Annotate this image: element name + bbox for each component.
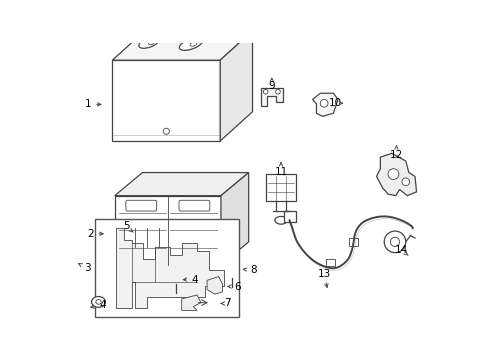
Bar [348, 238, 357, 246]
Text: 14: 14 [394, 244, 407, 255]
Text: 8: 8 [249, 265, 256, 275]
Ellipse shape [139, 37, 159, 48]
Text: 9: 9 [268, 81, 275, 91]
Circle shape [401, 178, 409, 186]
Circle shape [169, 272, 182, 284]
Text: 6: 6 [234, 282, 241, 292]
Circle shape [163, 128, 169, 134]
Text: 10: 10 [328, 98, 342, 108]
Text: 4: 4 [191, 275, 198, 285]
Bar [266, 174, 295, 201]
Bar [284, 211, 296, 222]
Polygon shape [207, 276, 222, 294]
Text: 13: 13 [317, 269, 330, 279]
Polygon shape [112, 60, 220, 141]
Polygon shape [220, 31, 252, 141]
FancyBboxPatch shape [125, 200, 156, 211]
Ellipse shape [179, 38, 203, 50]
Circle shape [387, 169, 398, 180]
Text: 2: 2 [86, 229, 93, 239]
Polygon shape [116, 228, 224, 308]
Circle shape [263, 89, 267, 94]
Circle shape [229, 271, 233, 275]
Text: 12: 12 [389, 150, 402, 160]
Polygon shape [115, 172, 248, 195]
Circle shape [389, 237, 399, 247]
Bar [95, 219, 239, 317]
Polygon shape [376, 153, 416, 195]
Polygon shape [221, 172, 248, 265]
Circle shape [320, 99, 327, 107]
Polygon shape [112, 31, 252, 60]
Circle shape [226, 267, 237, 278]
Ellipse shape [96, 300, 101, 304]
Text: 4: 4 [99, 300, 105, 310]
Circle shape [173, 276, 178, 280]
Bar [325, 259, 334, 266]
Circle shape [384, 231, 405, 253]
Ellipse shape [148, 40, 154, 45]
Text: 3: 3 [83, 263, 90, 273]
Polygon shape [182, 295, 201, 310]
Text: 7: 7 [224, 298, 231, 309]
Ellipse shape [190, 42, 196, 46]
Ellipse shape [91, 297, 105, 307]
Polygon shape [312, 93, 337, 116]
Polygon shape [115, 195, 221, 265]
FancyBboxPatch shape [179, 200, 209, 211]
Text: 5: 5 [122, 221, 129, 231]
Circle shape [275, 89, 280, 94]
Text: 11: 11 [274, 167, 287, 177]
Polygon shape [261, 88, 282, 106]
Text: 1: 1 [84, 99, 91, 109]
